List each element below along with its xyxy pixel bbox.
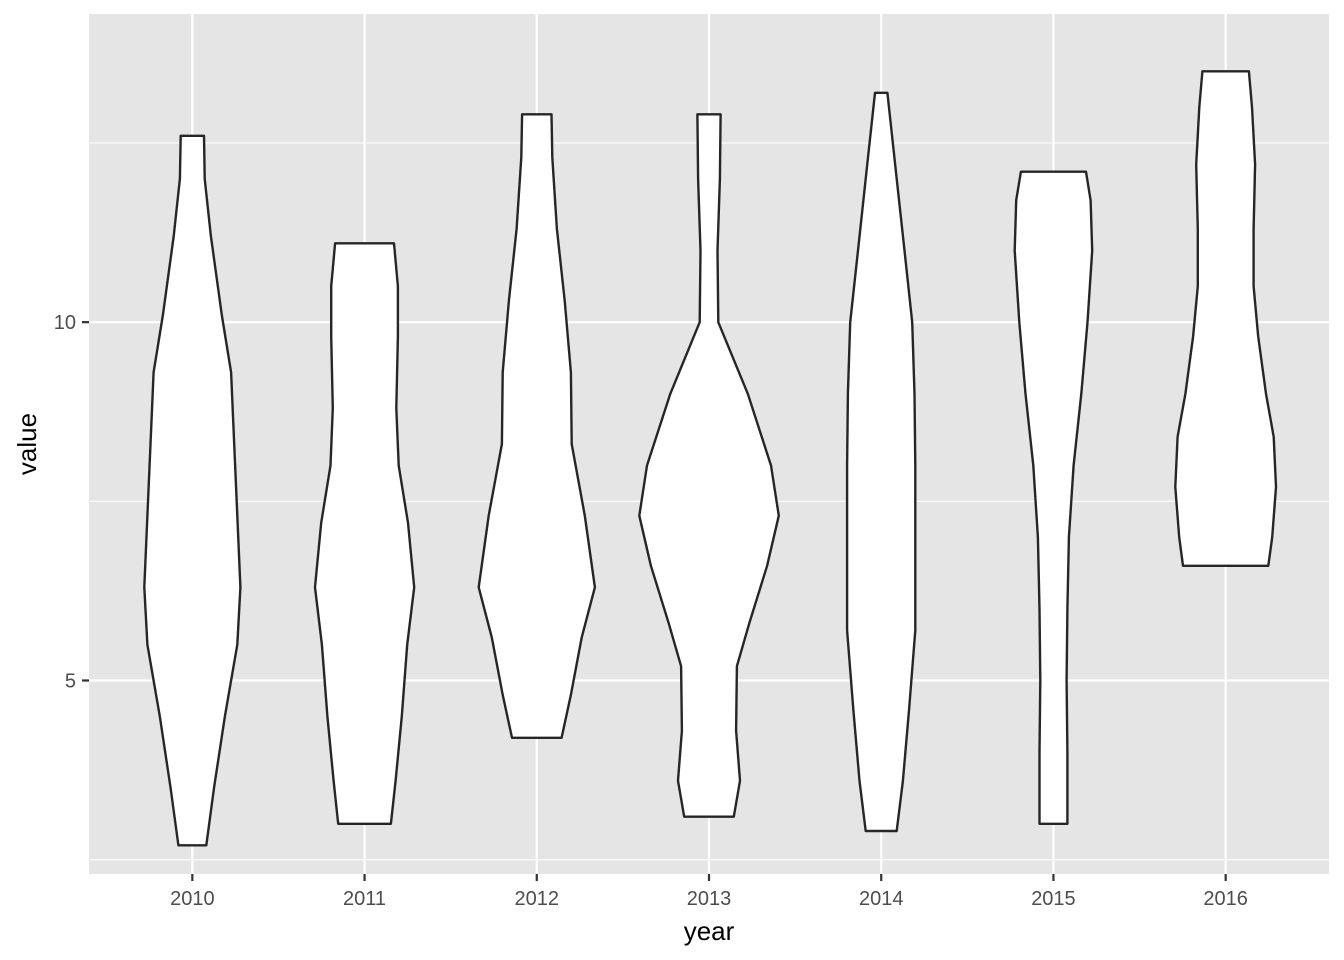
- x-tick-label: 2014: [859, 888, 904, 910]
- y-axis-title: value: [12, 413, 42, 475]
- violin-2011: [313, 242, 416, 825]
- violin-2010: [143, 134, 242, 847]
- x-tick-label: 2016: [1203, 888, 1248, 910]
- violin-2016: [1174, 70, 1278, 567]
- violin-2012: [477, 113, 597, 739]
- axis-layer: 5 10 2010 2011 2012 2013 2014 2015 2016: [54, 312, 1248, 910]
- violin-2014: [845, 91, 917, 833]
- x-tick-label: 2010: [170, 888, 215, 910]
- x-axis-title: year: [684, 916, 735, 946]
- y-tick-label: 5: [65, 671, 76, 693]
- x-tick-label: 2015: [1031, 888, 1076, 910]
- x-tick-label: 2012: [515, 888, 560, 910]
- x-tick-label: 2013: [687, 888, 732, 910]
- y-tick-label: 10: [54, 312, 76, 334]
- violin-2015: [1013, 170, 1094, 825]
- violin-2013: [638, 113, 780, 818]
- violin-layer: [143, 70, 1278, 847]
- x-tick-label: 2011: [343, 888, 386, 910]
